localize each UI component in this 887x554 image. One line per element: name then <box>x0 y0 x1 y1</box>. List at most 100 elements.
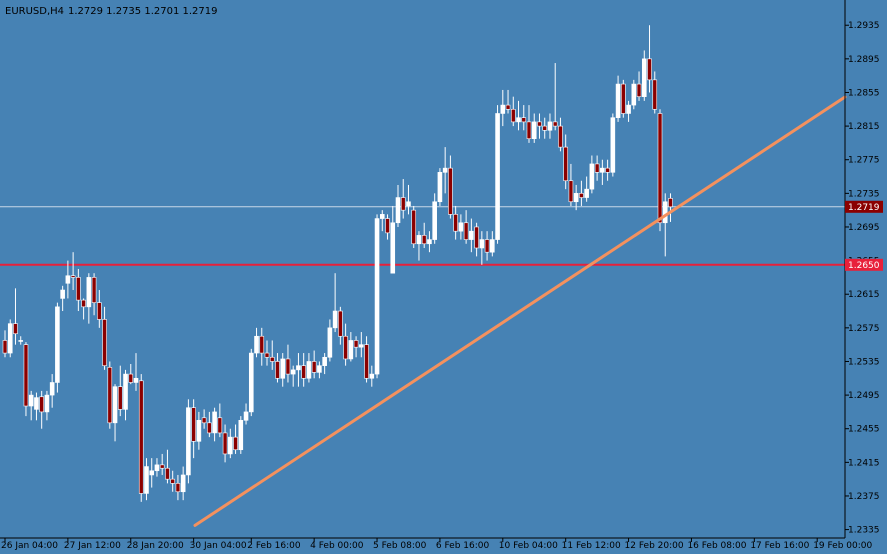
candle-body <box>411 209 417 245</box>
candle-body <box>510 108 516 123</box>
candle-body <box>463 222 469 240</box>
candle-body <box>615 83 621 118</box>
candle-body <box>76 277 81 301</box>
candle-body <box>369 373 375 379</box>
candle-body <box>395 197 401 224</box>
candle-body <box>201 417 207 424</box>
candle-body <box>500 104 506 114</box>
candle-body <box>584 188 589 198</box>
candle-body <box>531 121 537 140</box>
candle-body <box>437 172 443 203</box>
candle-body <box>547 121 553 131</box>
symbol-label: EURUSD,H4 <box>5 6 64 17</box>
x-tick-label: 10 Feb 04:00 <box>499 541 558 550</box>
candle-body <box>442 167 448 173</box>
candle-body <box>621 83 626 114</box>
candle-body <box>280 358 286 379</box>
candle-body <box>448 167 453 215</box>
trendline[interactable] <box>193 95 847 527</box>
candle-body <box>285 358 291 375</box>
candle-body <box>416 235 422 245</box>
candle-body <box>102 319 107 366</box>
candle-body <box>474 226 479 249</box>
candle-body <box>217 417 223 434</box>
candle-body <box>2 340 8 354</box>
candle-body <box>28 394 34 407</box>
candle-body <box>311 361 317 373</box>
candle-body <box>165 467 170 480</box>
candle-body <box>652 79 658 110</box>
candle-body <box>196 420 202 442</box>
x-tick-label: 30 Jan 04:00 <box>190 541 247 550</box>
candle-body <box>112 386 118 424</box>
candle-body <box>589 163 595 190</box>
candle-body <box>34 397 39 410</box>
candle-body <box>610 117 616 173</box>
candle-body <box>641 58 647 97</box>
candle-body <box>479 239 485 249</box>
candle-body <box>306 361 312 379</box>
candle-body <box>296 365 301 371</box>
candle-body <box>662 201 668 224</box>
ohlc-label: 1.2729 1.2735 1.2701 1.2719 <box>68 6 218 17</box>
candle-body <box>647 58 652 81</box>
candle-body <box>186 407 191 476</box>
y-tick-label: 1.2615 <box>848 290 880 300</box>
x-tick-label: 19 Feb 00:00 <box>813 541 872 550</box>
candle-body <box>432 201 437 240</box>
candle-body <box>427 239 432 245</box>
candle-body <box>359 344 364 348</box>
candle-body <box>13 323 18 335</box>
x-tick-label: 6 Feb 16:00 <box>436 541 490 550</box>
x-tick-label: 17 Feb 16:00 <box>750 541 809 550</box>
trendline-layer[interactable] <box>193 95 847 527</box>
candle-body <box>484 239 490 253</box>
y-tick-label: 1.2935 <box>848 21 880 31</box>
x-tick-label: 5 Feb 08:00 <box>373 541 427 550</box>
candle-body <box>7 323 13 354</box>
candle-body <box>379 214 385 219</box>
candle-layer <box>2 25 673 502</box>
candle-body <box>264 352 270 358</box>
candle-body <box>65 275 71 284</box>
candle-body <box>212 411 217 434</box>
candle-body <box>180 474 186 493</box>
y-tick-label: 1.2815 <box>848 122 880 132</box>
candle-body <box>149 470 155 476</box>
y-tick-label: 1.2495 <box>848 391 880 401</box>
candle-body <box>238 420 244 451</box>
candle-body <box>18 340 24 342</box>
candle-body <box>322 356 327 366</box>
candle-body <box>626 104 631 114</box>
candle-body <box>495 113 500 240</box>
x-tick-label: 2 Feb 16:00 <box>247 541 301 550</box>
candle-body <box>343 335 348 360</box>
candle-body <box>458 222 464 232</box>
candle-body <box>86 277 92 308</box>
candle-body <box>175 483 181 493</box>
candle-body <box>573 193 579 203</box>
x-tick-label: 4 Feb 00:00 <box>310 541 364 550</box>
candle-body <box>563 146 568 182</box>
candle-body <box>579 193 584 198</box>
candle-body <box>301 365 306 379</box>
y-tick-label: 1.2535 <box>848 357 880 367</box>
level-layer <box>0 206 845 266</box>
candle-body <box>558 125 563 148</box>
candle-body <box>107 367 113 424</box>
candle-body <box>159 464 165 469</box>
candle-body <box>516 117 521 123</box>
candle-body <box>60 289 65 299</box>
candle-body <box>421 235 427 245</box>
candle-body <box>259 335 265 354</box>
y-tick-label: 1.2735 <box>848 189 880 199</box>
current-price-text: 1.2719 <box>848 203 880 213</box>
candle-body <box>374 218 380 375</box>
candle-body <box>39 396 44 413</box>
candle-body <box>44 394 50 413</box>
candle-body <box>133 377 139 383</box>
candle-body <box>138 380 144 494</box>
